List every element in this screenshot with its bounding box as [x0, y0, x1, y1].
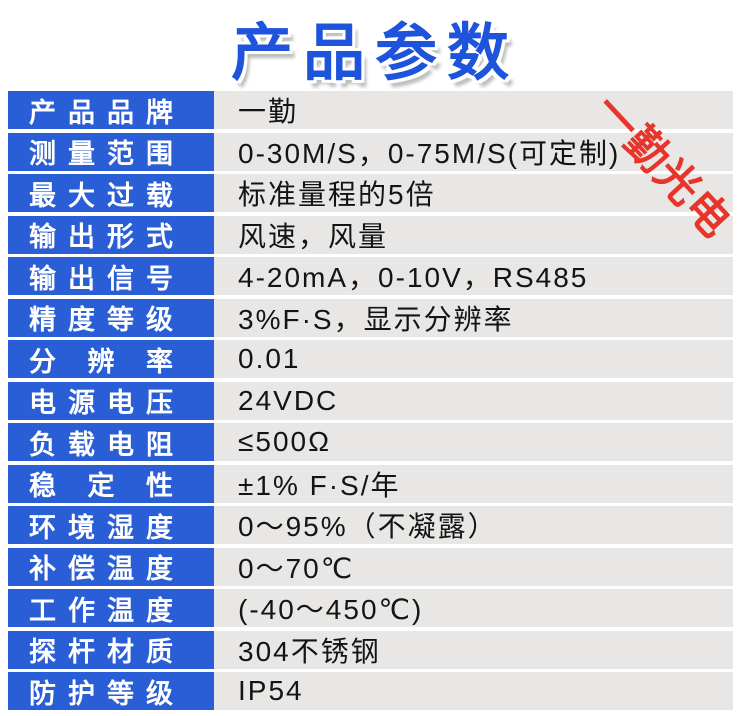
row-value: 0～70℃ [214, 547, 733, 586]
row-label: 探杆材质 [8, 630, 214, 669]
table-row: 分 辨 率 0.01 [8, 340, 733, 378]
row-value: 0～95%（不凝露） [214, 506, 733, 544]
table-row: 负载电阻 ≤500Ω [8, 423, 733, 461]
row-label: 负载电阻 [8, 423, 214, 461]
row-value: 标准量程的5倍 [214, 174, 733, 212]
table-row: 测量范围 0-30M/S，0-75M/S(可定制) [8, 132, 733, 171]
table-row: 精度等级 3%F·S，显示分辨率 [8, 298, 733, 337]
row-value: 24VDC [214, 381, 733, 420]
row-value: IP54 [214, 672, 733, 710]
row-value: (-40～450℃) [214, 589, 733, 627]
row-label: 稳 定 性 [8, 464, 214, 503]
table-row: 稳 定 性 ±1% F·S/年 [8, 464, 733, 503]
row-label: 分 辨 率 [8, 340, 214, 378]
row-label: 工作温度 [8, 589, 214, 627]
row-label: 输出信号 [8, 257, 214, 295]
row-label: 电源电压 [8, 381, 214, 420]
row-label: 测量范围 [8, 132, 214, 171]
row-value: 0-30M/S，0-75M/S(可定制) [214, 132, 733, 171]
table-row: 电源电压 24VDC [8, 381, 733, 420]
spec-table: 产品品牌 一勤 测量范围 0-30M/S，0-75M/S(可定制) 最大过载 标… [8, 91, 733, 714]
row-value: 一勤 [214, 91, 733, 129]
row-value: 风速，风量 [214, 215, 733, 254]
row-value: 4-20mA，0-10V，RS485 [214, 257, 733, 295]
row-value: ±1% F·S/年 [214, 464, 733, 503]
row-label: 精度等级 [8, 298, 214, 337]
page-title: 产品参数 [230, 19, 519, 88]
row-label: 环境湿度 [8, 506, 214, 544]
table-row: 环境湿度 0～95%（不凝露） [8, 506, 733, 544]
table-row: 补偿温度 0～70℃ [8, 547, 733, 586]
row-value: 304不锈钢 [214, 630, 733, 669]
row-label: 补偿温度 [8, 547, 214, 586]
row-label: 输出形式 [8, 215, 214, 254]
row-value: 0.01 [214, 340, 733, 378]
table-row: 探杆材质 304不锈钢 [8, 630, 733, 669]
table-row: 产品品牌 一勤 [8, 91, 733, 129]
table-row: 输出形式 风速，风量 [8, 215, 733, 254]
row-value: ≤500Ω [214, 423, 733, 461]
row-value: 3%F·S，显示分辨率 [214, 298, 733, 337]
table-row: 最大过载 标准量程的5倍 [8, 174, 733, 212]
row-label: 防护等级 [8, 672, 214, 710]
table-row: 防护等级 IP54 [8, 672, 733, 710]
table-row: 输出信号 4-20mA，0-10V，RS485 [8, 257, 733, 295]
row-label: 最大过载 [8, 174, 214, 212]
row-label: 产品品牌 [8, 91, 214, 129]
table-row: 工作温度 (-40～450℃) [8, 589, 733, 627]
